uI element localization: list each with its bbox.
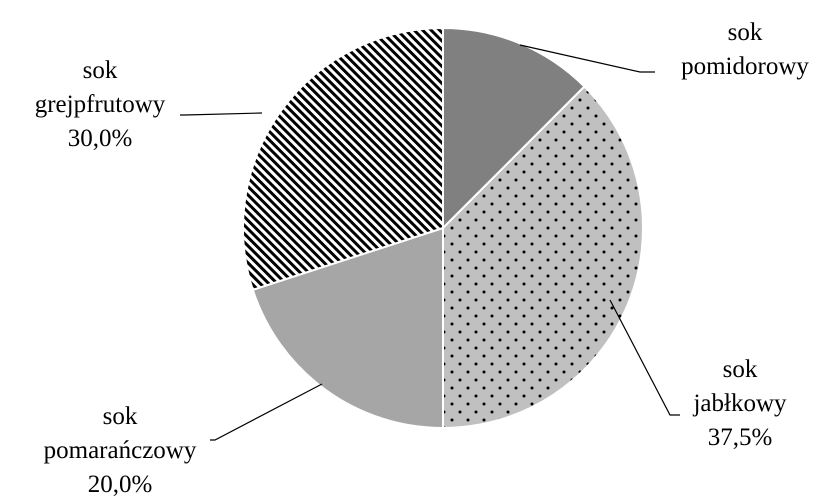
slice-name-line: sok [728, 19, 763, 46]
leader-lines [180, 44, 680, 441]
slice-label-4: sok grejpfrutowy 30,0% [35, 57, 166, 152]
pie-slice-4 [242, 26, 444, 292]
pie-slice-1 [442, 26, 586, 231]
slice-name-line: sok [103, 403, 138, 430]
slice-value-label: 30,0% [68, 125, 133, 152]
leader-line-1 [519, 44, 655, 73]
slice-label-2: sok jabłkowy 37,5% [692, 356, 787, 451]
slice-name-line: sok [83, 57, 118, 84]
slice-label-3: sok pomarańczowy 20,0% [44, 403, 197, 498]
pie-slice-3 [251, 226, 444, 430]
leader-line-3 [210, 383, 323, 441]
slice-label-1: sok pomidorowy [681, 19, 809, 80]
slice-value-label: 37,5% [708, 424, 773, 451]
slice-name-line: jabłkowy [692, 390, 787, 417]
slice-value-label: 20,0% [88, 471, 153, 498]
slice-name-line: pomidorowy [681, 53, 809, 80]
pie-slice-2 [442, 85, 644, 430]
slice-name-line: pomarańczowy [44, 437, 197, 464]
slice-name-line: sok [723, 356, 758, 383]
slice-name-line: grejpfrutowy [35, 91, 166, 118]
slice-labels: sok pomidorowy sok jabłkowy 37,5% sok pomarańc… [35, 19, 810, 498]
leader-line-2 [609, 299, 680, 416]
pie-slices [242, 26, 644, 430]
leader-line-4 [180, 112, 263, 116]
